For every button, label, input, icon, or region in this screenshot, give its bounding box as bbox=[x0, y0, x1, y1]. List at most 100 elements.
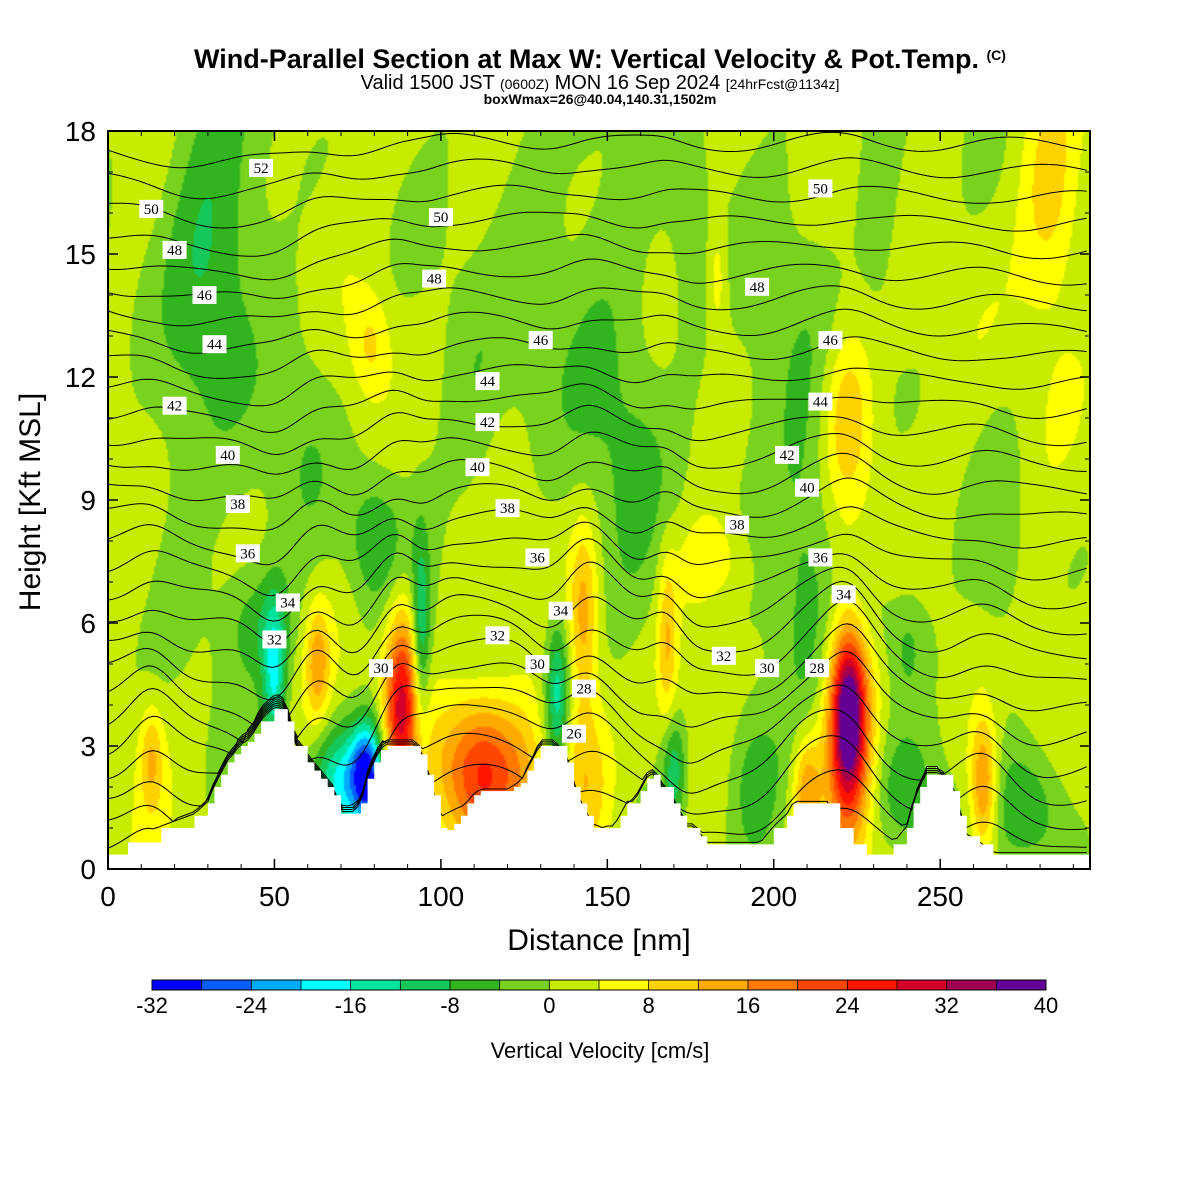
contour-label-text: 46 bbox=[197, 288, 213, 304]
contour-label-bg bbox=[422, 269, 447, 288]
contour-label: 50 bbox=[428, 208, 453, 227]
contour-label-text: 50 bbox=[433, 210, 448, 226]
y-tick-label: 3 bbox=[80, 731, 96, 762]
contour-label: 42 bbox=[162, 396, 187, 415]
x-tick-label: 200 bbox=[750, 881, 797, 912]
x-axis-label: Distance [nm] bbox=[507, 924, 690, 957]
x-tick-label: 250 bbox=[917, 881, 964, 912]
contour-label-text: 50 bbox=[813, 181, 828, 197]
contour-label-text: 44 bbox=[480, 374, 496, 390]
x-tick-label: 150 bbox=[584, 881, 631, 912]
isentrope-line bbox=[108, 650, 1087, 747]
contour-label-bg bbox=[225, 495, 250, 514]
contour-label-bg bbox=[192, 286, 217, 304]
contour-label: 34 bbox=[548, 601, 573, 620]
contour-label-bg bbox=[275, 593, 300, 612]
isentrope-line bbox=[108, 383, 1087, 433]
contour-label: 30 bbox=[755, 659, 780, 678]
contour-label-text: 38 bbox=[500, 501, 515, 517]
colorbar-swatch bbox=[251, 980, 302, 990]
colorbar-tick-label: 8 bbox=[643, 993, 655, 1018]
y-tick-label: 9 bbox=[80, 485, 96, 516]
contour-label: 26 bbox=[562, 724, 586, 743]
contour-label: 36 bbox=[808, 548, 833, 567]
colorbar-tick-label: -32 bbox=[136, 993, 168, 1018]
isentrope-line bbox=[108, 452, 1087, 502]
contour-label-text: 36 bbox=[813, 550, 829, 566]
contour-label-text: 42 bbox=[780, 448, 795, 464]
contour-label-bg bbox=[369, 659, 393, 678]
colorbar-tick-label: 0 bbox=[543, 993, 555, 1018]
isentrope-line bbox=[108, 580, 1087, 668]
contour-label: 46 bbox=[528, 331, 553, 350]
contour-label-bg bbox=[755, 659, 780, 678]
contour-label-text: 30 bbox=[760, 661, 775, 677]
isentrope-line bbox=[108, 538, 1087, 622]
contour-label-text: 38 bbox=[230, 497, 245, 513]
colorbar-tick-label: -8 bbox=[440, 993, 460, 1018]
contour-label-text: 44 bbox=[813, 395, 829, 411]
isentrope-line bbox=[108, 364, 1087, 407]
contour-label: 36 bbox=[235, 544, 260, 563]
contour-label-text: 46 bbox=[533, 333, 549, 349]
forecast-info: [24hrFcst@1134z] bbox=[725, 76, 840, 92]
title-block: Wind-Parallel Section at Max W: Vertical… bbox=[0, 0, 1200, 120]
isentrope-line bbox=[108, 477, 1087, 531]
colorbar-swatch bbox=[698, 980, 749, 990]
contour-label-text: 30 bbox=[530, 657, 545, 673]
contour-label-text: 34 bbox=[280, 596, 296, 612]
contour-label: 38 bbox=[495, 499, 520, 518]
valid-time-line: Valid 1500 JST (0600Z) MON 16 Sep 2024 [… bbox=[0, 72, 1200, 95]
contour-label: 30 bbox=[369, 659, 393, 678]
contour-label-bg bbox=[525, 548, 550, 567]
isentrope-line bbox=[108, 706, 1087, 854]
contour-label-bg bbox=[428, 208, 453, 227]
valid-time-utc: (0600Z) bbox=[499, 76, 550, 92]
contour-label: 32 bbox=[262, 630, 287, 649]
contour-label-text: 42 bbox=[167, 399, 182, 415]
valid-date: MON 16 Sep 2024 bbox=[554, 72, 721, 94]
box-wmax-info: boxWmax=26@40.04,140.31,1502m bbox=[483, 91, 717, 107]
contour-label-bg bbox=[808, 392, 833, 411]
contour-label-bg bbox=[808, 179, 833, 198]
contour-label-bg bbox=[831, 585, 856, 604]
contour-label: 40 bbox=[465, 458, 490, 477]
colorbar-title: Vertical Velocity [cm/s] bbox=[490, 1038, 710, 1063]
contour-label-bg bbox=[528, 331, 553, 350]
contour-label-bg bbox=[775, 445, 800, 464]
colorbar-tick-label: -16 bbox=[335, 993, 367, 1018]
contour-label: 28 bbox=[805, 659, 829, 678]
isentrope-line bbox=[108, 131, 1087, 169]
contour-label-bg bbox=[485, 626, 510, 645]
isentrope-line bbox=[108, 431, 1087, 475]
colorbar-swatch bbox=[301, 980, 352, 990]
y-tick-label: 18 bbox=[65, 116, 96, 147]
contour-label: 44 bbox=[808, 392, 833, 411]
contour-label: 50 bbox=[808, 179, 833, 198]
colorbar-swatch bbox=[748, 980, 799, 990]
contour-label-text: 32 bbox=[716, 649, 731, 665]
contour-label-bg bbox=[805, 659, 829, 678]
contour-label-text: 40 bbox=[470, 460, 485, 476]
contour-label-bg bbox=[249, 158, 274, 177]
contour-label-bg bbox=[711, 646, 736, 665]
contour-label-text: 34 bbox=[553, 604, 569, 620]
contour-label: 48 bbox=[162, 240, 187, 259]
contour-label-bg bbox=[215, 445, 240, 464]
contour-label-bg bbox=[495, 499, 520, 518]
contour-labels: 52 50 48 46 44 42 40 38 36 34 32 30 50 48 46 44 42 40 38 36… bbox=[139, 158, 856, 743]
colorbar-swatch bbox=[797, 980, 848, 990]
contour-label-text: 50 bbox=[144, 202, 159, 218]
contour-label-text: 46 bbox=[823, 333, 839, 349]
isentrope-line bbox=[108, 211, 1087, 257]
contour-label-bg bbox=[139, 199, 164, 218]
contour-label-bg bbox=[808, 548, 833, 567]
y-tick-label: 15 bbox=[65, 239, 96, 270]
contour-label-bg bbox=[162, 396, 187, 415]
contour-label: 46 bbox=[192, 286, 217, 304]
isentrope-line bbox=[108, 157, 1087, 200]
contour-label-text: 32 bbox=[267, 632, 282, 648]
contour-label: 34 bbox=[275, 593, 300, 612]
contour-label: 42 bbox=[475, 413, 500, 432]
contour-label: 38 bbox=[725, 515, 750, 534]
